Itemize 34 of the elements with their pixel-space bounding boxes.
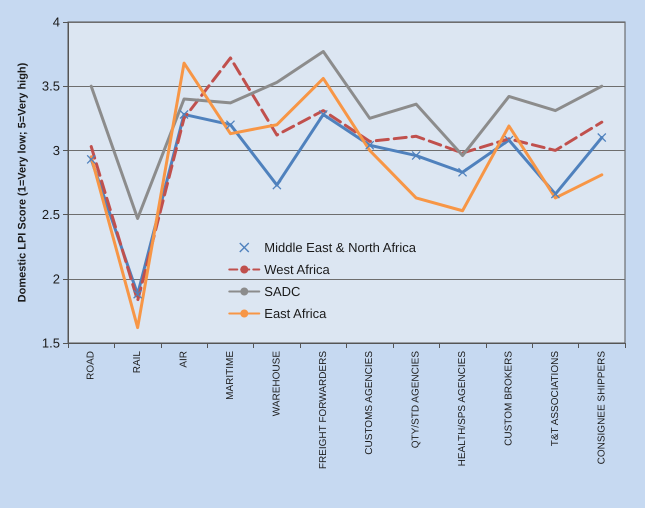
legend-label: West Africa	[264, 262, 331, 277]
legend-label: East Africa	[264, 306, 328, 321]
point	[86, 154, 96, 164]
x-tick-label: ROAD	[86, 351, 97, 380]
y-tick-label: 4	[52, 14, 60, 30]
point	[226, 120, 235, 130]
y-tick-label: 3.5	[42, 78, 60, 94]
x-tick-label: AIR	[178, 351, 190, 368]
y-axis-title: Domestic LPI Score (1=Very low; 5=Very high)	[16, 62, 28, 302]
x-tick-label: MARITIME	[224, 350, 236, 400]
y-tick-label: 2	[52, 271, 60, 286]
point	[318, 110, 328, 119]
point	[272, 180, 282, 190]
legend-label: Middle East & North Africa	[264, 240, 417, 255]
x-tick-label: WAREHOUSE	[271, 350, 282, 416]
x-tick-label: CONSIGNEE SHIPPERS	[596, 350, 608, 464]
y-tick-label: 3	[52, 142, 60, 158]
point	[458, 168, 468, 177]
point	[550, 190, 560, 199]
point	[504, 136, 514, 145]
x-tick-label: FREIGHT FORWARDERS	[318, 350, 329, 470]
y-tick-label: 2.5	[42, 207, 60, 222]
x-tick-label: CUSTOM BROKERS	[503, 350, 514, 446]
x-tick-label: T&T ASSOCIATIONS	[550, 350, 561, 446]
y-tick-label: 1.5	[42, 336, 60, 350]
legend-label: SADC	[264, 284, 300, 299]
point	[133, 290, 142, 299]
x-tick-label: RAIL	[132, 350, 144, 374]
point	[412, 151, 421, 160]
point	[597, 133, 606, 142]
x-tick-label: CUSTOMS AGENCIES	[364, 350, 376, 455]
x-tick-label: QTY/STD AGENCIES	[410, 350, 422, 448]
x-tick-label: HEALTH/SPS AGENCIES	[457, 350, 468, 466]
line-series	[90, 50, 604, 220]
